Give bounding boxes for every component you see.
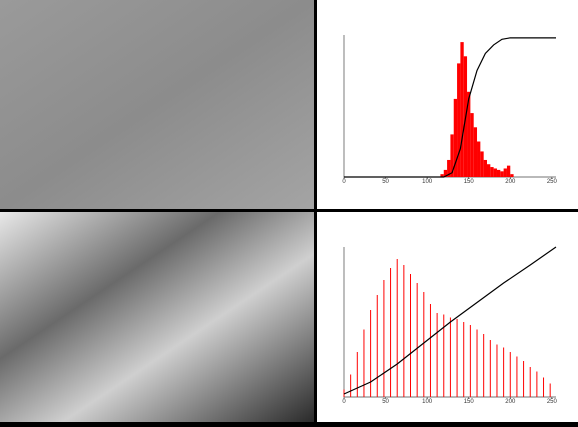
bar — [506, 165, 511, 177]
bar — [486, 164, 491, 177]
cumulative-line — [343, 246, 557, 395]
bar — [473, 127, 478, 177]
histogram-panel — [317, 212, 578, 422]
x-tick-label: 50 — [382, 179, 389, 185]
bar — [440, 174, 444, 177]
bar — [447, 159, 451, 177]
x-tick-label: 200 — [505, 179, 516, 185]
equalized-image — [0, 212, 314, 422]
bar — [496, 169, 501, 177]
bar — [470, 113, 474, 177]
x-tick-label: 200 — [505, 399, 516, 405]
cumulative-line — [344, 37, 556, 178]
x-tick-label: 250 — [547, 399, 558, 405]
x-tick-label: 250 — [547, 179, 558, 185]
bar — [467, 91, 471, 177]
bar — [483, 159, 487, 177]
bar — [477, 141, 481, 177]
x-tick-label: 100 — [422, 179, 433, 185]
bar — [500, 171, 504, 177]
x-tick-label: 150 — [464, 399, 475, 405]
plots: 0 50 100 150 200 250 0 50 100 150 200 250 — [342, 35, 558, 405]
histogram-panel — [317, 0, 578, 209]
bar — [443, 169, 448, 177]
bar — [510, 174, 514, 177]
bar — [460, 42, 464, 177]
bar — [453, 98, 458, 177]
x-tick-label: 0 — [342, 179, 346, 185]
original-image — [0, 0, 314, 209]
bar — [493, 168, 497, 177]
bar — [503, 168, 507, 177]
bar — [450, 134, 454, 177]
bar — [490, 167, 494, 177]
x-tick-label: 100 — [422, 399, 433, 405]
x-tick-label: 50 — [382, 399, 389, 405]
x-tick-label: 0 — [342, 399, 346, 405]
bar — [480, 151, 484, 177]
bar — [457, 63, 461, 177]
x-tick-label: 150 — [464, 179, 475, 185]
